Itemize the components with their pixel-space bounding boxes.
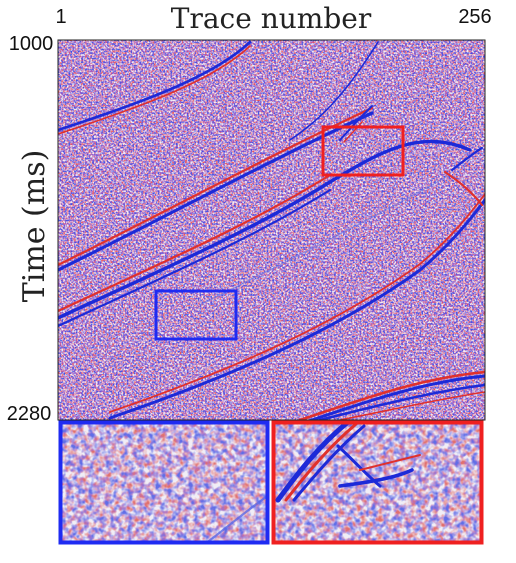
y-tick-bottom: 2280 [7, 403, 52, 425]
reflector-4-blue-a [58, 139, 472, 320]
reflector-2-blue [289, 41, 379, 141]
blue-highlight-box [154, 289, 238, 341]
reflector-7-red [298, 370, 485, 420]
reflector-3-red [58, 106, 374, 267]
zoom-red-flat-event-red [359, 454, 421, 471]
reflector-6-red [109, 193, 485, 413]
reflector-3-blue [58, 111, 374, 272]
figure-title: Trace number [171, 2, 372, 35]
reflector-1-red [58, 45, 251, 135]
zoom-red-diffraction-red [284, 422, 358, 502]
reflector-7-blue [307, 374, 485, 420]
reflector-4-red [58, 173, 332, 313]
reflector-8-blue [318, 383, 485, 420]
zoom-red-flat-event [338, 468, 414, 488]
zoom-red-diffraction-blue-a [275, 421, 351, 503]
reflector-6-blue [108, 198, 485, 420]
x-tick-left: 1 [55, 6, 66, 28]
reflector-8-red [339, 391, 485, 420]
panel-border [57, 39, 486, 421]
zoom-red-diffraction-blue-b [292, 424, 366, 502]
zoom-blue-frame [58, 420, 270, 545]
zoom-red-events [275, 421, 421, 503]
y-tick-top: 1000 [9, 33, 54, 55]
y-axis-label: Time (ms) [17, 150, 52, 303]
zoom-red-branch [336, 444, 382, 488]
reflector-4-blue-b [58, 188, 332, 328]
reflector-1-blue [58, 40, 252, 132]
zoom-red-frame [271, 420, 484, 545]
diffraction-event-red [343, 121, 363, 143]
diffraction-event [339, 105, 373, 141]
x-tick-right: 256 [458, 6, 491, 28]
seismic-panel [57, 39, 486, 421]
zoom-panel-blue [58, 420, 270, 545]
panel-noise [58, 40, 485, 420]
zoom-blue-faint-event [204, 494, 269, 544]
reflector-9-blue [450, 146, 484, 172]
zoom-blue-events [204, 494, 269, 544]
zoom-blue-noise [59, 421, 269, 544]
reflector-9-red [443, 170, 484, 207]
red-highlight-box [321, 125, 405, 177]
zoom-panel-red [271, 420, 484, 545]
